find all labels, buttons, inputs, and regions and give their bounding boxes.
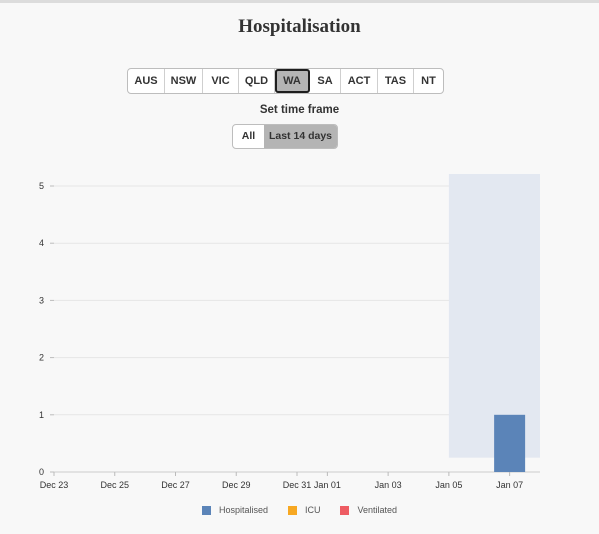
legend-label-icu: ICU [304, 505, 321, 515]
x-tick-label: Dec 31 [283, 480, 312, 490]
tab-qld[interactable]: QLD [239, 69, 275, 93]
highlight-region [448, 174, 540, 458]
bar-layer [494, 414, 526, 472]
x-tick-label: Dec 27 [161, 480, 190, 490]
legend-ventilated[interactable]: Ventilated [340, 505, 397, 515]
y-tick-label: 5 [39, 181, 44, 191]
tab-nsw[interactable]: NSW [165, 69, 203, 93]
y-tick-label: 3 [39, 295, 44, 305]
legend-label-ventilated: Ventilated [357, 505, 398, 515]
y-tick-label: 4 [39, 238, 44, 248]
tab-act[interactable]: ACT [341, 69, 378, 93]
legend-swatch-icu [287, 505, 297, 515]
x-tick-label: Jan 07 [496, 480, 523, 490]
x-tick-label: Jan 05 [435, 480, 462, 490]
chart-legend: Hospitalised ICU Ventilated [0, 505, 599, 515]
legend-swatch-hospitalised [201, 505, 211, 515]
grid-lines [54, 185, 540, 473]
y-tick-label: 0 [39, 467, 44, 477]
page-title: Hospitalisation [238, 16, 361, 37]
x-tick-label: Dec 29 [222, 480, 251, 490]
tab-aus[interactable]: AUS [128, 69, 165, 93]
bar-hospitalised [494, 414, 526, 472]
tab-nt[interactable]: NT [421, 75, 436, 87]
timeframe-last-14-days-button[interactable]: Last 14 days [264, 125, 337, 148]
highlight-layer [448, 174, 540, 458]
x-tick-label: Jan 03 [375, 480, 402, 490]
tab-vic[interactable]: VIC [203, 69, 239, 93]
x-tick-label: Jan 01 [314, 480, 341, 490]
timeframe-tab-group: All Last 14 days [232, 124, 338, 149]
state-tab-group: AUS NSW VIC QLD WA SA ACT TAS NT [127, 68, 444, 94]
x-tick-label: Dec 23 [40, 480, 69, 490]
tab-wa[interactable]: WA [275, 69, 310, 93]
y-tick-label: 2 [39, 353, 44, 363]
top-border [0, 0, 599, 3]
x-tick-label: Dec 25 [100, 480, 129, 490]
tab-sa[interactable]: SA [310, 69, 341, 93]
legend-icu[interactable]: ICU [287, 505, 321, 515]
tab-tas[interactable]: TAS [378, 69, 414, 93]
legend-hospitalised[interactable]: Hospitalised [201, 505, 268, 515]
y-tick-label: 1 [39, 410, 44, 420]
timeframe-label: Set time frame [259, 104, 340, 116]
timeframe-all-button[interactable]: All [241, 130, 256, 142]
legend-swatch-ventilated [340, 505, 350, 515]
legend-label-hospitalised: Hospitalised [218, 505, 268, 515]
